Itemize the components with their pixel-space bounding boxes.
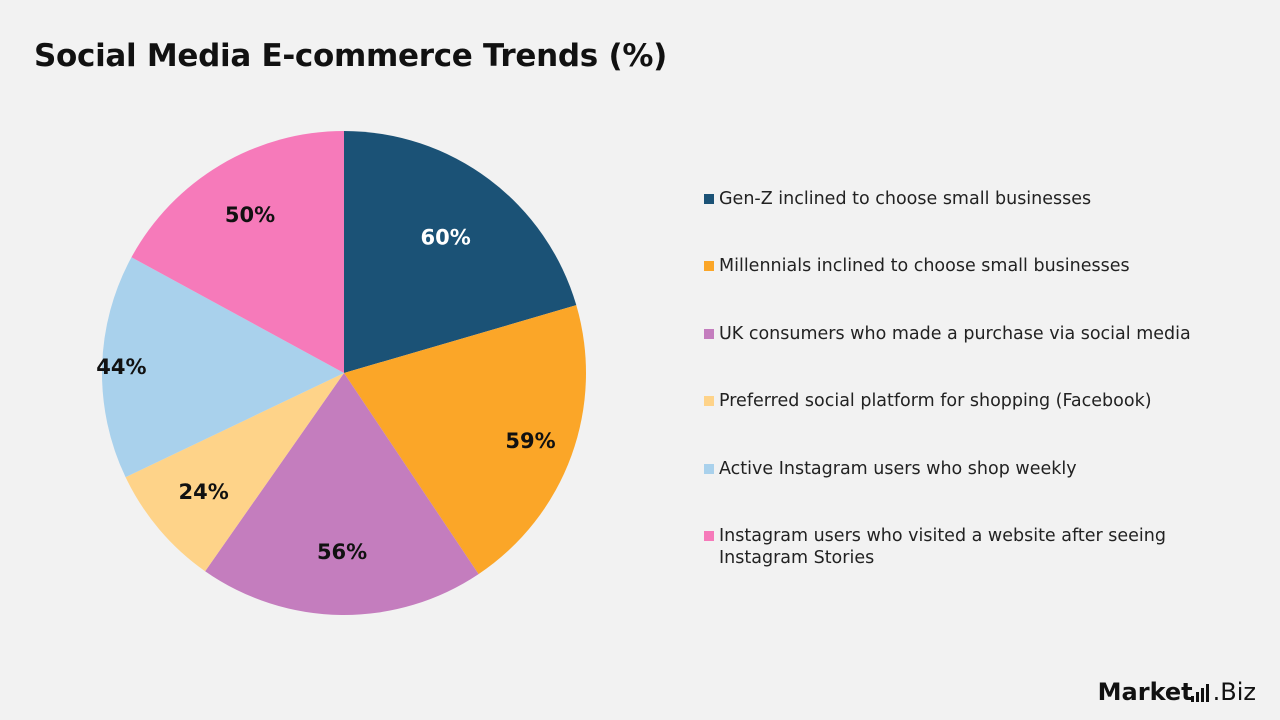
pie-slice-millennials bbox=[344, 305, 586, 575]
chart-title: Social Media E-commerce Trends (%) bbox=[34, 38, 667, 74]
logo-bars-icon bbox=[1190, 684, 1211, 702]
legend-swatch-millennials bbox=[704, 261, 714, 271]
legend-item-gen-z: Gen-Z inclined to choose small businesse… bbox=[704, 188, 1239, 210]
legend-swatch-uk-consumers bbox=[704, 329, 714, 339]
legend-label-instagram-stories: Instagram users who visited a website af… bbox=[719, 526, 1166, 568]
legend-item-instagram-stories: Instagram users who visited a website af… bbox=[704, 525, 1239, 569]
legend-item-instagram-weekly: Active Instagram users who shop weekly bbox=[704, 458, 1239, 480]
pie-slice-uk-consumers bbox=[205, 373, 479, 615]
logo-text-biz: .Biz bbox=[1212, 678, 1256, 706]
legend-label-instagram-weekly: Active Instagram users who shop weekly bbox=[719, 459, 1077, 479]
brand-logo: Market .Biz bbox=[1098, 678, 1256, 706]
pie-label-gen-z: 60% bbox=[420, 225, 470, 249]
legend-swatch-gen-z bbox=[704, 194, 714, 204]
legend-label-facebook: Preferred social platform for shopping (… bbox=[719, 391, 1152, 411]
legend-swatch-facebook bbox=[704, 396, 714, 406]
pie-slice-facebook bbox=[125, 373, 344, 572]
legend-swatch-instagram-weekly bbox=[704, 464, 714, 474]
pie-label-uk-consumers: 56% bbox=[317, 540, 367, 564]
pie-slice-instagram-stories bbox=[131, 130, 344, 373]
legend-item-facebook: Preferred social platform for shopping (… bbox=[704, 390, 1239, 412]
pie-slice-instagram-weekly bbox=[101, 257, 344, 478]
pie-label-instagram-stories: 50% bbox=[225, 203, 275, 227]
legend-swatch-instagram-stories bbox=[704, 531, 714, 541]
pie-slice-gen-z bbox=[344, 131, 577, 373]
pie-label-millennials: 59% bbox=[505, 429, 555, 453]
pie-label-instagram-weekly: 44% bbox=[96, 355, 146, 379]
legend-label-uk-consumers: UK consumers who made a purchase via soc… bbox=[719, 324, 1191, 344]
legend-item-uk-consumers: UK consumers who made a purchase via soc… bbox=[704, 323, 1239, 345]
legend-label-millennials: Millennials inclined to choose small bus… bbox=[719, 256, 1130, 276]
legend-item-millennials: Millennials inclined to choose small bus… bbox=[704, 255, 1239, 277]
legend-label-gen-z: Gen-Z inclined to choose small businesse… bbox=[719, 189, 1092, 209]
logo-text-market: Market bbox=[1097, 678, 1193, 706]
pie-label-facebook: 24% bbox=[178, 480, 228, 504]
